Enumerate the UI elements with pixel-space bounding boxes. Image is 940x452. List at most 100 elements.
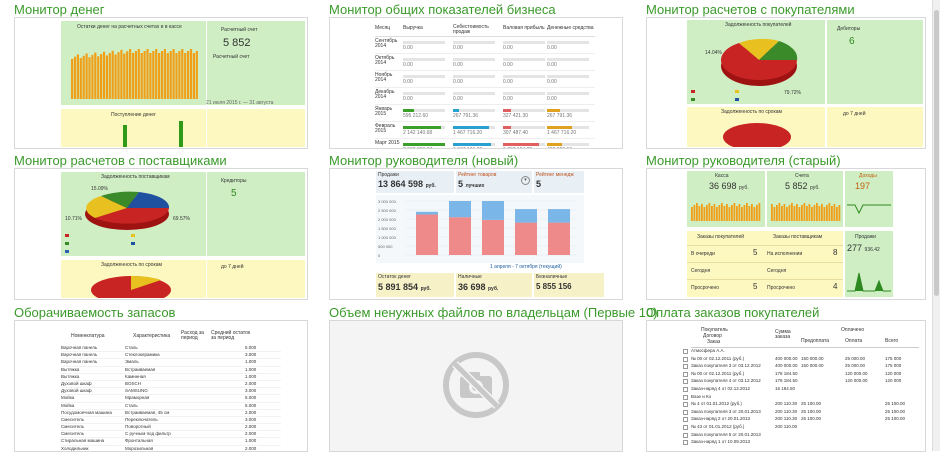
report-tile-supplier-settlements[interactable]: Монитор расчетов с поставщиками Задолжен…: [14, 153, 308, 300]
bar: [733, 203, 736, 221]
kassa-value: 36 698 руб.: [709, 181, 749, 191]
sales-bar-pink: [515, 222, 537, 255]
tree-node-icon[interactable]: [683, 424, 688, 430]
report-thumbnail[interactable]: Остатки денег на расчетных счетах и в ка…: [14, 17, 308, 149]
report-tile-unneeded-files[interactable]: Объем ненужных файлов по владельцам (Пер…: [329, 305, 658, 452]
report-title[interactable]: Монитор денег: [14, 2, 105, 17]
debtors-panel: Дебиторы 6: [827, 20, 923, 104]
value-label: 0.00: [453, 96, 463, 102]
report-title[interactable]: Монитор руководителя (новый): [329, 153, 519, 168]
cell-average: 5.000: [245, 402, 257, 408]
cell-item: Стиральная машина: [61, 438, 105, 444]
table-row: № 4 от 01.01.2012 (руб.) 200 110.30 25 100…: [683, 401, 919, 409]
value-bar-track: [403, 92, 445, 95]
sales-amount: 13 864 598: [378, 179, 424, 189]
report-title[interactable]: Монитор общих показателей бизнеса: [329, 2, 556, 17]
income-label: Доходы: [859, 173, 877, 179]
value-label: 267 791.36: [453, 113, 479, 119]
report-thumbnail[interactable]: [329, 320, 623, 452]
sales-bar-pink: [482, 219, 504, 255]
value-label: 307 487.40: [503, 130, 529, 136]
money-bar: [143, 51, 146, 99]
report-title[interactable]: Монитор расчетов с покупателями: [646, 2, 855, 17]
report-thumbnail[interactable]: Месяц Выручка Себестоимость продаж Валов…: [329, 17, 623, 149]
report-tile-money-monitor[interactable]: Монитор денег Остатки денег на расчетных…: [14, 2, 308, 149]
page-scrollbar[interactable]: [932, 0, 940, 451]
tree-node-icon[interactable]: [683, 409, 688, 415]
col-item: Номенклатура: [71, 333, 105, 339]
tree-node-icon[interactable]: [683, 402, 688, 408]
table-row: Стиральная машина Фронтальная 1.000: [61, 438, 281, 446]
report-title[interactable]: Оплата заказов покупателей: [646, 305, 820, 320]
pie-slice-main: [95, 208, 169, 224]
bar: [798, 207, 801, 221]
money-bar: [94, 52, 97, 99]
report-title[interactable]: Монитор расчетов с поставщиками: [14, 153, 227, 168]
report-thumbnail[interactable]: Продажи 13 864 598 руб. Рейтинг товаров …: [329, 168, 623, 300]
report-tile-business-indicators[interactable]: Монитор общих показателей бизнеса Месяц …: [329, 2, 623, 149]
value-bar-fill: [403, 126, 441, 129]
money-balance-value: 5 852: [223, 37, 251, 49]
creditors-count: 5: [231, 188, 237, 199]
chevron-down-icon[interactable]: ▾: [521, 176, 530, 185]
tree-node-icon[interactable]: [683, 349, 688, 354]
cell-amount: 178 184.50: [775, 378, 798, 384]
money-bar: [108, 53, 111, 99]
cell-name: Заказ покупателя 4 от 03.12.2012: [691, 378, 761, 384]
cell-average: 5.000: [245, 395, 257, 401]
money-bar: [76, 54, 79, 99]
table-row: Заказ покупателя 4 от 03.12.2012 178 184.…: [683, 378, 919, 386]
table-row: В очереди 5 На исполнении 8: [687, 245, 843, 262]
tree-node-icon[interactable]: [683, 371, 688, 377]
report-thumbnail[interactable]: Задолженность покупателей 14.04% 79.72% …: [646, 17, 926, 149]
sales-sparkline: [847, 272, 891, 292]
table-row: Февраль 2015 2 142 140.68 1 467 716.20 307 …: [375, 122, 595, 139]
tree-node-icon[interactable]: [683, 440, 688, 446]
bar: [746, 203, 748, 221]
report-thumbnail[interactable]: Номенклатура Характеристика Расход за пе…: [14, 320, 308, 452]
col-total: Всего: [885, 338, 899, 344]
bar: [696, 203, 698, 221]
tree-node-icon[interactable]: [683, 417, 688, 423]
customer-overdue-panel: Задолженность по срокам: [687, 107, 825, 147]
report-tile-inventory-turnover[interactable]: Оборачиваемость запасов Номенклатура Хар…: [14, 305, 308, 452]
sales-dates[interactable]: 1 апреля - 7 октября (текущий): [490, 264, 562, 270]
report-title[interactable]: Объем ненужных файлов по владельцам (Пер…: [329, 305, 658, 320]
tree-node-icon[interactable]: [683, 379, 688, 385]
report-tile-manager-monitor-new[interactable]: Монитор руководителя (новый) Продажи 13 …: [329, 153, 623, 300]
cell-characteristic: Встраиваемая, 45 см: [125, 409, 170, 415]
sales-label: Продажи: [378, 172, 399, 178]
table-row: Атмосфера А.А.: [683, 348, 919, 356]
report-tile-customer-settlements[interactable]: Монитор расчетов с покупателями Задолжен…: [646, 2, 926, 149]
tree-node-icon[interactable]: [683, 364, 688, 370]
value-bar-track: [503, 92, 545, 95]
bar: [813, 205, 816, 221]
report-thumbnail[interactable]: Касса 36 698 руб. Счета 5 852 руб. Доход…: [646, 168, 926, 300]
value-label: 0.00: [403, 79, 413, 85]
scrollbar-thumb[interactable]: [934, 10, 939, 296]
cell-name: Заказ-наряд 1 от 10.09.2013: [691, 439, 751, 445]
row-label: На исполнении: [767, 251, 803, 257]
report-title[interactable]: Монитор руководителя (старый): [646, 153, 841, 168]
report-thumbnail[interactable]: Покупатель Договор Заказ Сумма заказа Оп…: [646, 320, 926, 452]
report-thumbnail[interactable]: Задолженность поставщикам 15.09% 69.57% …: [14, 168, 308, 300]
table-row: Духовой шкаф BOSCH 2.000: [61, 381, 281, 389]
month-label: Январь 2015: [375, 106, 393, 117]
money-bar: [91, 54, 94, 99]
report-title[interactable]: Оборачиваемость запасов: [14, 305, 176, 320]
kassa-panel: Касса 36 698 руб.: [687, 171, 765, 227]
tree-node-icon[interactable]: [683, 356, 688, 362]
bar: [781, 206, 783, 221]
report-tile-customer-order-payment[interactable]: Оплата заказов покупателей Покупатель До…: [646, 305, 926, 452]
tree-node-icon[interactable]: [683, 386, 688, 392]
table-row: Сегодня Сегодня: [687, 262, 843, 279]
cell-name: Заказ-наряд 2 от 20.01.2013: [691, 416, 751, 422]
bar: [728, 207, 731, 221]
sales-bar-chart: 3 000 000 2 500 000 2 000 000 1 500 000 1 00…: [378, 199, 576, 258]
rating-widget: Рейтинг товаров 5 лучших ▾: [456, 171, 532, 193]
bar: [731, 205, 733, 221]
panel-caption: Задолженность по срокам: [101, 262, 162, 268]
tree-node-icon[interactable]: [683, 394, 688, 400]
report-tile-manager-monitor-old[interactable]: Монитор руководителя (старый) Касса 36 6…: [646, 153, 926, 300]
tree-node-icon[interactable]: [683, 432, 688, 438]
